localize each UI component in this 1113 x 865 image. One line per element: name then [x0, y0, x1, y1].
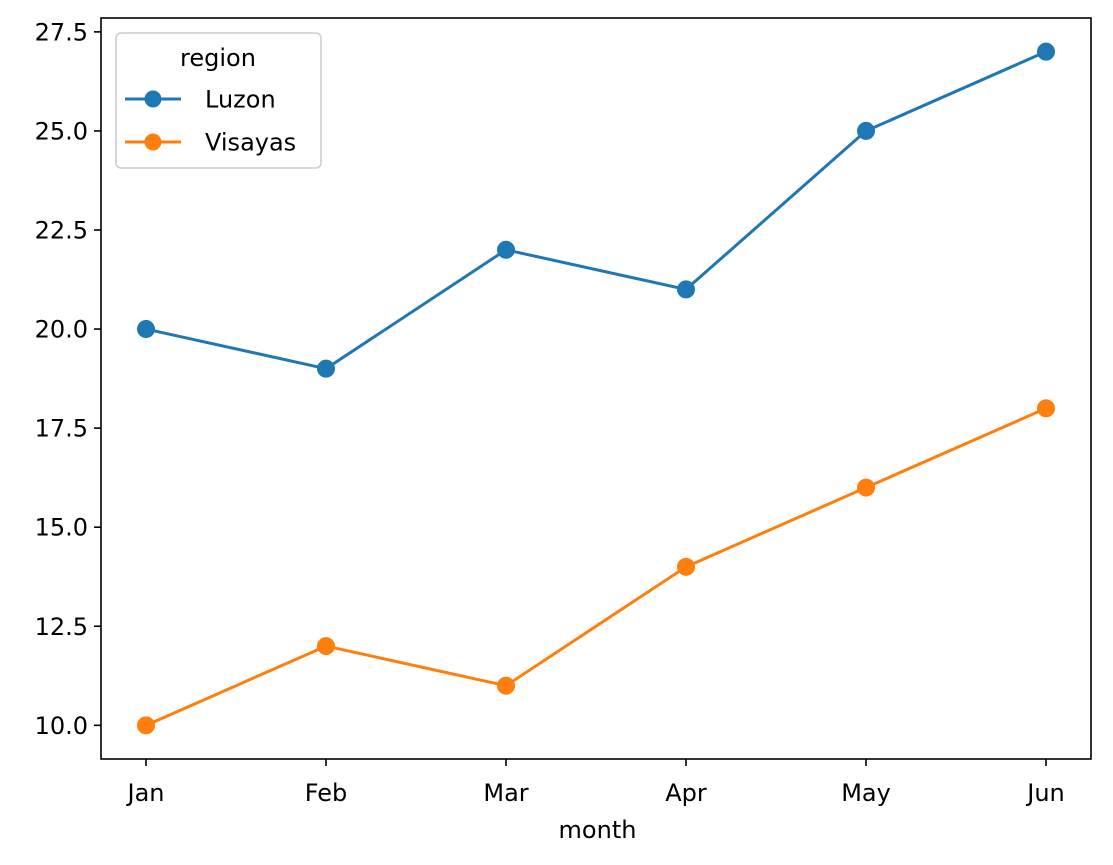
y-tick-label: 17.5	[35, 415, 88, 443]
data-point-visayas	[677, 557, 695, 576]
x-tick-label: Apr	[665, 779, 707, 807]
legend-label-luzon: Luzon	[205, 86, 276, 114]
data-point-luzon	[137, 320, 155, 339]
legend-box	[115, 32, 322, 169]
x-tick-label: May	[841, 779, 891, 807]
legend-label-visayas: Visayas	[205, 129, 296, 157]
plot-area: Jan Feb Mar Apr May Jun 10.0 12.5 15.0 17.5 20.0 22…	[35, 17, 1092, 807]
legend-swatch-marker	[144, 90, 162, 108]
legend-swatch-marker	[144, 133, 162, 151]
data-point-visayas	[1037, 399, 1055, 418]
legend: region Luzon Visayas	[115, 32, 322, 169]
x-tick-label: Jun	[1025, 779, 1065, 807]
x-tick-label: Feb	[305, 779, 348, 807]
x-axis-label: month	[559, 816, 637, 844]
y-tick-label: 22.5	[35, 216, 88, 244]
y-tick-label: 12.5	[35, 613, 88, 641]
x-tick-label: Mar	[483, 779, 528, 807]
x-tick-label: Jan	[126, 779, 165, 807]
y-tick-label: 15.0	[35, 514, 88, 542]
plot-frame	[100, 17, 1092, 760]
series-line-visayas	[145, 406, 1047, 727]
data-point-visayas	[137, 716, 155, 735]
legend-title: region	[180, 44, 256, 72]
y-tick-label: 25.0	[35, 117, 88, 145]
y-tick-label: 10.0	[35, 712, 88, 740]
y-tick-label: 20.0	[35, 316, 88, 344]
data-point-luzon	[497, 240, 515, 259]
data-point-visayas	[317, 637, 335, 656]
data-point-luzon	[677, 280, 695, 299]
data-point-luzon	[857, 121, 875, 140]
data-point-luzon	[317, 359, 335, 378]
y-tick-label: 27.5	[35, 18, 88, 46]
data-point-visayas	[857, 478, 875, 497]
data-point-luzon	[1037, 42, 1055, 61]
data-point-visayas	[497, 676, 515, 695]
series-line-luzon	[145, 50, 1047, 371]
